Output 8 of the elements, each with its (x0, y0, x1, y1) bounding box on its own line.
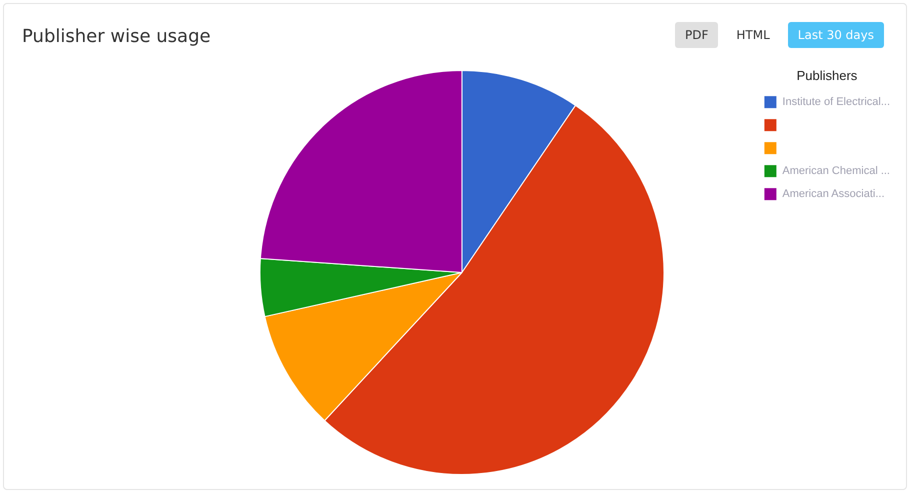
chart-title: Publisher wise usage (22, 26, 211, 47)
text: Last 30 days (788, 22, 884, 48)
legend-label: American Chemical ... (782, 165, 890, 178)
legend-label: Institute of Electrical... (782, 96, 890, 108)
legend-title: Publishers (796, 68, 858, 84)
legend-label: American Associati... (782, 188, 884, 200)
text: HTML (735, 27, 771, 44)
text: PDF (674, 22, 718, 48)
